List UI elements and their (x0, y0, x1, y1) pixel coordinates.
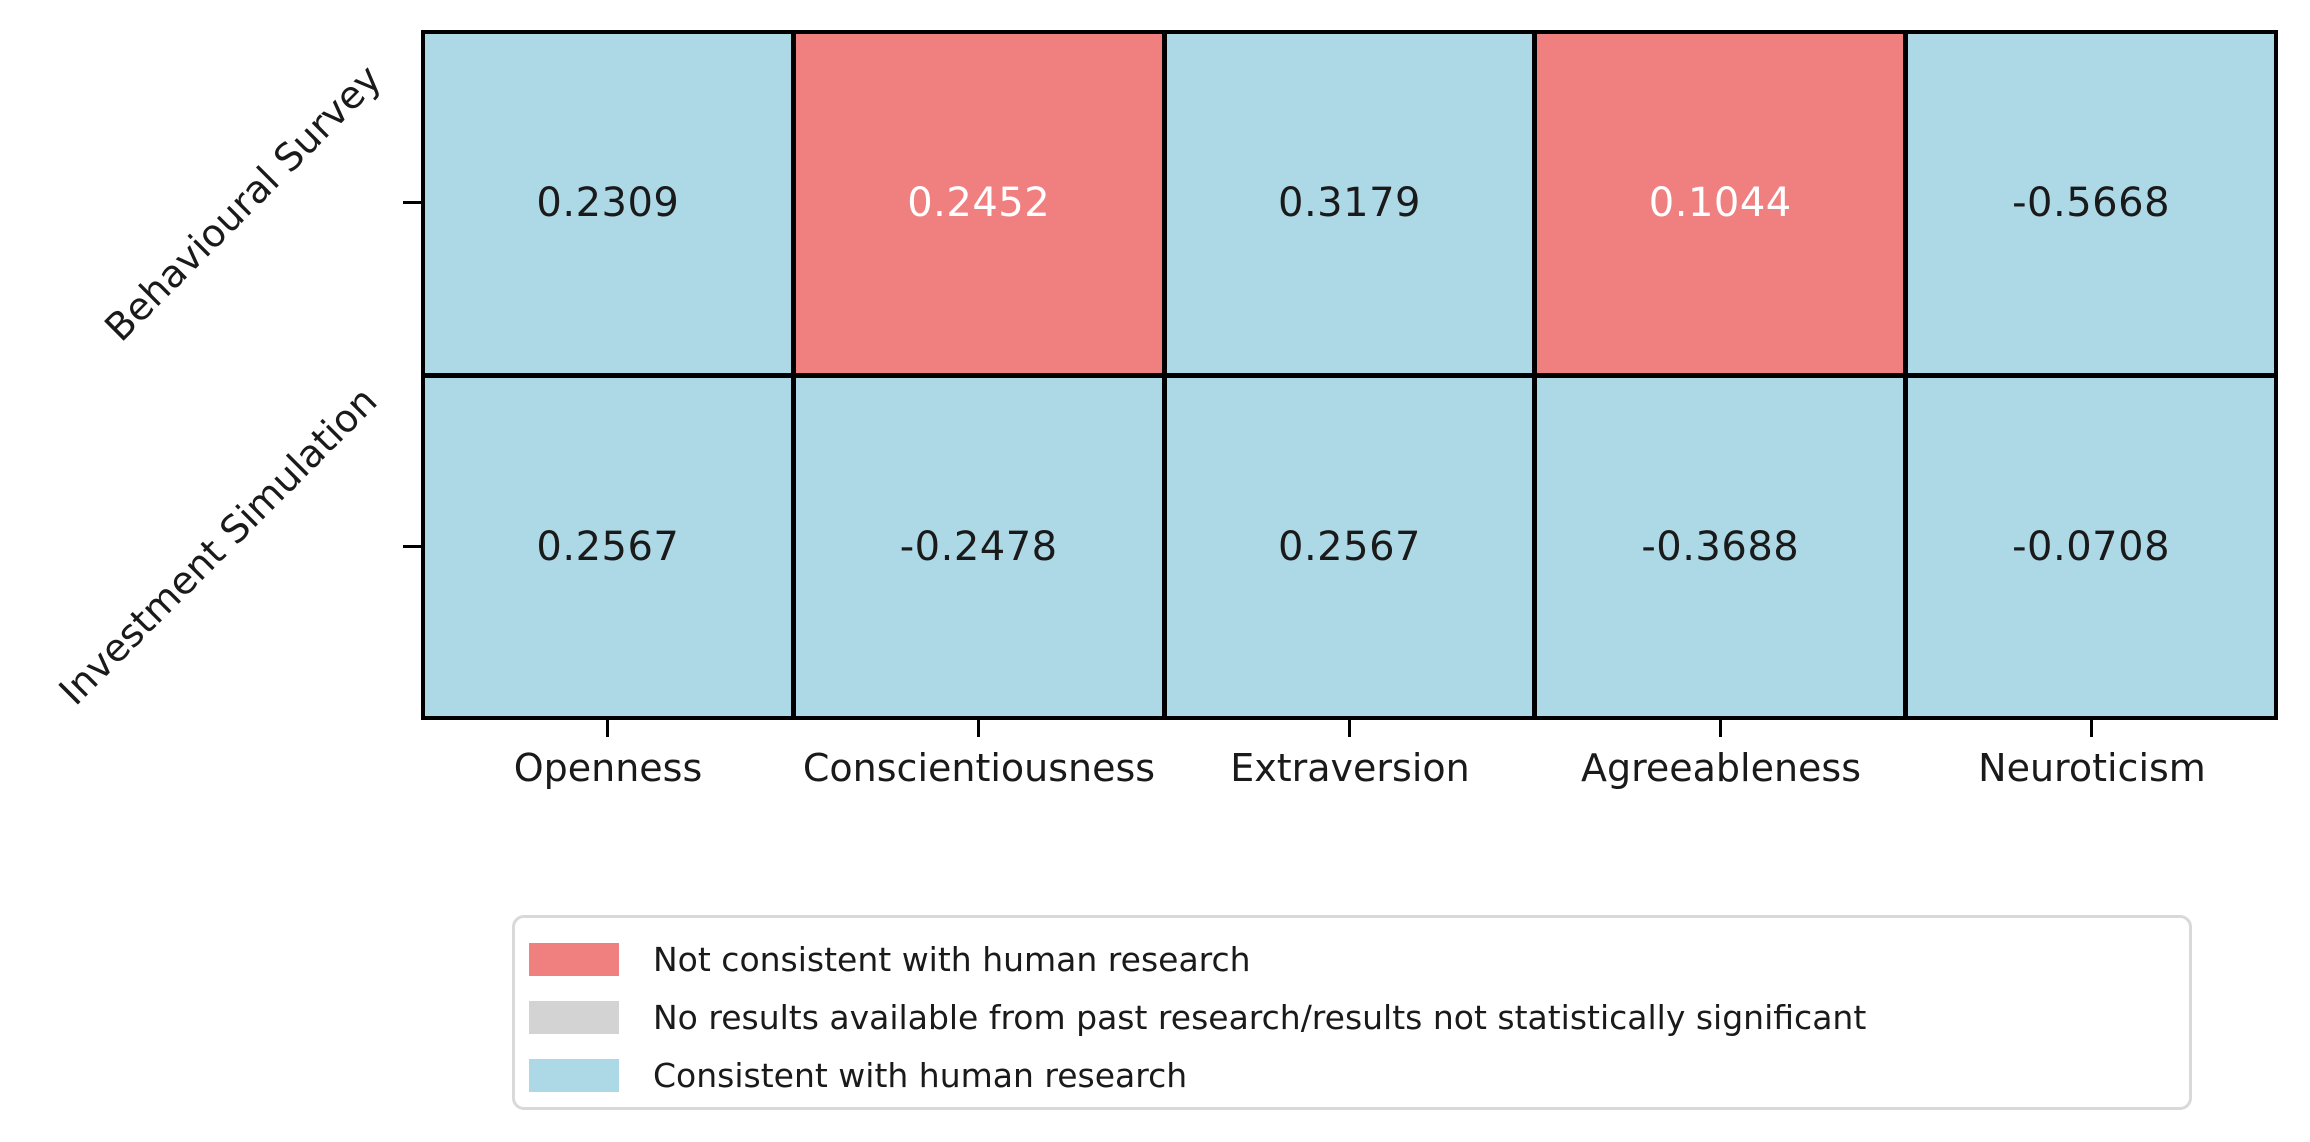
legend-label-no-results: No results available from past research/… (653, 997, 1867, 1037)
legend-label-not-consistent: Not consistent with human research (653, 939, 1251, 979)
x-axis-tick-extraversion (1348, 720, 1351, 737)
y-axis-label-investment-simulation: Investment Simulation (50, 378, 386, 714)
heatmap-cell: 0.1044 (1537, 34, 1904, 373)
legend-item-not-consistent: Not consistent with human research (529, 930, 2189, 988)
legend: Not consistent with human research No re… (512, 915, 2192, 1110)
heatmap-cell: 0.2309 (425, 34, 791, 373)
x-axis-label-agreeableness: Agreeableness (1580, 746, 1862, 790)
legend-swatch-not-consistent (529, 942, 619, 976)
x-axis-tick-openness (606, 720, 609, 737)
x-axis-label-openness: Openness (513, 746, 703, 790)
legend-item-consistent: Consistent with human research (529, 1046, 2189, 1104)
legend-item-no-results: No results available from past research/… (529, 988, 2189, 1046)
x-axis-tick-agreeableness (1719, 720, 1722, 737)
legend-swatch-no-results (529, 1000, 619, 1034)
x-axis-label-conscientiousness: Conscientiousness (802, 746, 1156, 790)
legend-label-consistent: Consistent with human research (653, 1055, 1188, 1095)
x-axis-tick-conscientiousness (977, 720, 980, 737)
heatmap-cell: 0.3179 (1166, 34, 1533, 373)
x-axis-label-neuroticism: Neuroticism (1978, 746, 2206, 790)
heatmap-cell: 0.2567 (425, 377, 791, 716)
y-axis-tick-row-1 (403, 201, 421, 204)
y-axis-tick-row-2 (403, 545, 421, 548)
heatmap-cell: -0.2478 (795, 377, 1162, 716)
y-axis-label-behavioural-survey: Behavioural Survey (96, 56, 390, 350)
heatmap-cell: -0.3688 (1537, 377, 1904, 716)
x-axis-label-extraversion: Extraversion (1230, 746, 1470, 790)
heatmap-cell: 0.2452 (795, 34, 1162, 373)
heatmap-cell: -0.5668 (1908, 34, 2274, 373)
legend-swatch-consistent (529, 1058, 619, 1092)
heatmap-cell: 0.2567 (1166, 377, 1533, 716)
heatmap-cell: -0.0708 (1908, 377, 2274, 716)
x-axis-tick-neuroticism (2090, 720, 2093, 737)
heatmap-grid: 0.2309 0.2452 0.3179 0.1044 -0.5668 0.2567 -0.… (421, 30, 2278, 720)
